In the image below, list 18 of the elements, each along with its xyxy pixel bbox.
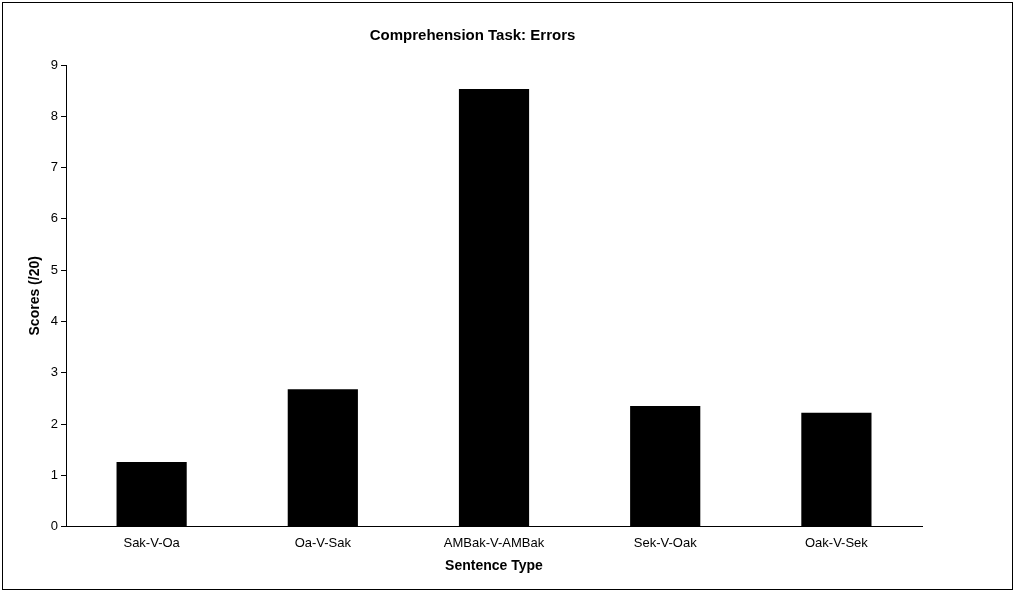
x-tick-label: AMBak-V-AMBak (443, 534, 545, 550)
y-axis-title: Scores (/20) (26, 256, 43, 336)
y-tick-label: 0 (50, 518, 59, 534)
x-tick-label: Oak-V-Sek (804, 534, 869, 550)
x-tick-label: Sak-V-Oa (123, 534, 181, 550)
y-tick-label: 5 (50, 261, 59, 277)
y-tick-label: 1 (50, 466, 59, 482)
y-tick-label: 4 (50, 313, 59, 329)
y-tick-label: 6 (50, 210, 59, 226)
y-tick-label: 7 (50, 159, 59, 175)
y-tick-label: 8 (50, 107, 59, 123)
chart-title: Comprehension Task: Errors (369, 26, 576, 44)
y-tick-label: 3 (50, 364, 59, 380)
x-axis-title: Sentence Type (445, 557, 544, 574)
x-tick-label: Sek-V-Oak (633, 534, 698, 550)
y-tick-label: 9 (50, 56, 59, 72)
y-tick-label: 2 (50, 415, 59, 431)
x-tick-label: Oa-V-Sak (294, 534, 352, 550)
